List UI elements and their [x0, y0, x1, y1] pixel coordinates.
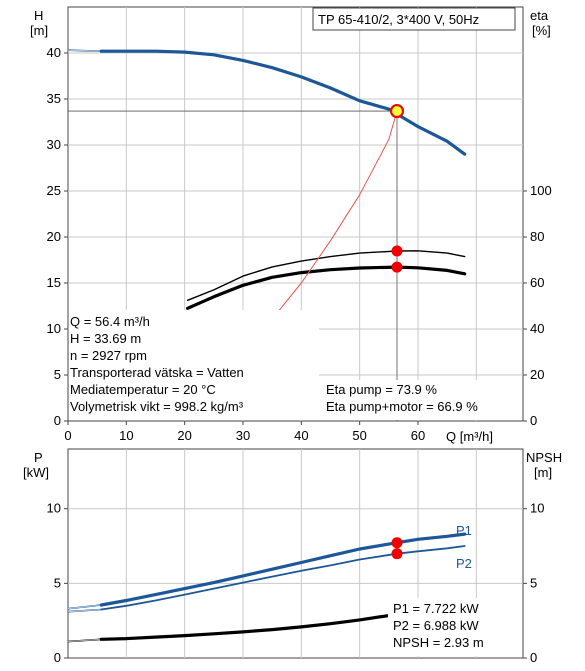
- q-axis-label: Q [m³/h]: [446, 429, 493, 444]
- info-h: H = 33.69 m: [70, 331, 141, 346]
- h-tick-label: 10: [47, 321, 61, 336]
- p1-legend-label: P1: [456, 523, 472, 538]
- power-info-box: P1 = 7.722 kW P2 = 6.988 kW NPSH = 2.93 …: [388, 598, 520, 656]
- eta-tick-label: 20: [530, 367, 544, 382]
- eta-tick-label: 60: [530, 275, 544, 290]
- top-x-tick-label: 50: [352, 428, 366, 443]
- p-tick-label: 0: [54, 650, 61, 665]
- info-box: Q = 56.4 m³/h H = 33.69 m n = 2927 rpm T…: [69, 310, 319, 420]
- op-eta-pump-marker: [391, 245, 403, 257]
- p2-legend-label: P2: [456, 556, 472, 571]
- top-tick-labels: 0 10 20 30 40 50 60 0 5 10 15 20 25 30 35 40 0 20 40 60 80 10…: [47, 45, 552, 443]
- chart-title: TP 65-410/2, 3*400 V, 50Hz: [318, 12, 479, 27]
- P1-curve-extension-core: [67, 604, 102, 609]
- top-x-tick-label: 20: [177, 428, 191, 443]
- npsh-value: NPSH = 2.93 m: [393, 635, 484, 650]
- P1-curve: [99, 532, 467, 607]
- npsh-tick-label: 10: [530, 501, 544, 516]
- bottom-grid: [64, 449, 527, 659]
- NPSH-curve-extension-core: [67, 639, 102, 642]
- p-axis-label-symbol: P: [34, 450, 43, 465]
- info-liquid: Transporterad vätska = Vatten: [70, 365, 244, 380]
- op-head-marker: [389, 103, 405, 119]
- h-tick-label: 30: [47, 137, 61, 152]
- p-tick-label: 5: [54, 575, 61, 590]
- bottom-curves: [67, 532, 467, 643]
- h-tick-label: 40: [47, 45, 61, 60]
- p2-value: P2 = 6.988 kW: [393, 618, 479, 633]
- H-curve-extension-core: [67, 49, 102, 52]
- bottom-operating-point: [391, 537, 403, 560]
- npsh-tick-label: 5: [530, 575, 537, 590]
- h-tick-label: 15: [47, 275, 61, 290]
- eta-tick-label: 100: [530, 183, 552, 198]
- p1-value: P1 = 7.722 kW: [393, 601, 479, 616]
- P2-curve: [100, 545, 466, 611]
- top-x-tick-label: 10: [119, 428, 133, 443]
- eta-tick-label: 80: [530, 229, 544, 244]
- eta-tick-label: 40: [530, 321, 544, 336]
- h-tick-label: 5: [54, 367, 61, 382]
- eta-box: Eta pump = 73.9 % Eta pump+motor = 66.9 …: [323, 380, 503, 420]
- title-box: [312, 7, 516, 31]
- op-eta-total-marker: [391, 261, 403, 273]
- h-tick-label: 25: [47, 183, 61, 198]
- npsh-axis-label-unit: [m]: [534, 465, 552, 480]
- eta-tick-label: 0: [530, 413, 537, 428]
- h-tick-label: 20: [47, 229, 61, 244]
- eta-pump-value: Eta pump = 73.9 %: [326, 382, 437, 397]
- top-x-tick-label: 60: [411, 428, 425, 443]
- op-p2-marker: [391, 548, 403, 560]
- top-operating-point: [68, 103, 405, 421]
- npsh-tick-label: 0: [530, 650, 537, 665]
- eta_total-curve: [186, 265, 467, 310]
- h-tick-label: 0: [54, 413, 61, 428]
- op-p1-marker: [391, 537, 403, 549]
- top-x-tick-label: 30: [236, 428, 250, 443]
- npsh-axis-label-symbol: NPSH: [526, 450, 562, 465]
- head-efficiency-panel: 0 10 20 30 40 50 60 0 5 10 15 20 25 30 35 40 0 20 40 60 80 10…: [30, 6, 552, 444]
- info-density: Volymetrisk vikt = 998.2 kg/m³: [70, 399, 244, 414]
- eta-axis-label-unit: [%]: [532, 23, 551, 38]
- info-temperature: Mediatemperatur = 20 °C: [70, 382, 216, 397]
- power-npsh-panel: 0 5 10 0 5 10 P [kW] NPSH [m] P1 P2 P1 = 7.72…: [23, 448, 562, 665]
- info-n: n = 2927 rpm: [70, 348, 147, 363]
- p-tick-label: 10: [47, 501, 61, 516]
- top-x-tick-label: 0: [64, 428, 71, 443]
- h-axis-label-symbol: H: [34, 8, 43, 23]
- eta-total-value: Eta pump+motor = 66.9 %: [326, 399, 478, 414]
- P2-curve-extension-core: [67, 609, 102, 612]
- top-curves: [67, 49, 467, 320]
- H-curve: [99, 49, 467, 156]
- eta_pump-curve: [186, 250, 466, 301]
- h-axis-label-unit: [m]: [30, 23, 48, 38]
- info-q: Q = 56.4 m³/h: [70, 314, 150, 329]
- eta-axis-label-symbol: eta: [530, 8, 549, 23]
- system-curve: [271, 110, 398, 320]
- bottom-tick-labels: 0 5 10 0 5 10: [47, 501, 545, 665]
- p-axis-label-unit: [kW]: [23, 465, 49, 480]
- top-x-tick-label: 40: [294, 428, 308, 443]
- h-tick-label: 35: [47, 91, 61, 106]
- NPSH-curve: [99, 612, 399, 641]
